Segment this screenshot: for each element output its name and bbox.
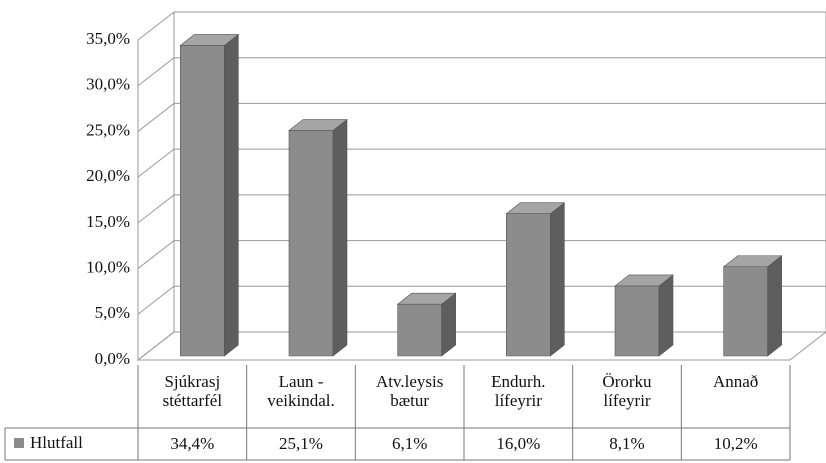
bar-side bbox=[332, 118, 348, 357]
data-label: 6,1% bbox=[392, 434, 427, 453]
bar-top bbox=[505, 202, 566, 215]
bar-side bbox=[767, 255, 782, 357]
floor bbox=[136, 331, 826, 361]
bar-front bbox=[614, 285, 660, 357]
y-tick-label: 0,0% bbox=[95, 349, 130, 368]
x-tick-label: Sjúkrasj stéttarfél bbox=[162, 372, 223, 410]
legend-swatch bbox=[14, 438, 24, 448]
grid-line bbox=[137, 11, 826, 41]
data-label: 25,1% bbox=[279, 434, 323, 453]
legend-label: Hlutfall bbox=[30, 433, 83, 452]
y-tick-label: 10,0% bbox=[86, 257, 130, 276]
bar-front bbox=[723, 266, 768, 357]
x-tick-label: Örorku lífeyrir bbox=[602, 372, 652, 410]
x-tick-label: Atv.leysis bætur bbox=[375, 372, 444, 410]
y-tick-label: 5,0% bbox=[95, 303, 130, 322]
grid-line bbox=[137, 285, 826, 315]
grid-line bbox=[137, 240, 826, 269]
bar-top bbox=[722, 255, 783, 268]
y-tick-label: 20,0% bbox=[86, 166, 130, 185]
bar-top bbox=[288, 119, 348, 131]
bar-front bbox=[397, 303, 442, 357]
data-label: 34,4% bbox=[170, 434, 214, 453]
grid-line bbox=[137, 194, 826, 224]
data-label: 8,1% bbox=[609, 434, 644, 453]
bar bbox=[505, 202, 566, 357]
y-tick-label: 25,0% bbox=[86, 120, 130, 139]
bar bbox=[722, 255, 783, 357]
bar-top bbox=[179, 34, 240, 46]
bar-front bbox=[506, 213, 551, 357]
bar-side bbox=[224, 33, 239, 357]
bar bbox=[396, 292, 457, 357]
bar bbox=[614, 274, 674, 357]
grid-line bbox=[137, 102, 826, 132]
x-tick-label: Laun - veikindal. bbox=[267, 372, 335, 410]
bar bbox=[288, 118, 348, 357]
grid-line bbox=[137, 57, 826, 87]
data-label: 16,0% bbox=[496, 434, 540, 453]
bar-top bbox=[614, 274, 674, 287]
grid-line bbox=[137, 331, 826, 361]
y-tick-label: 30,0% bbox=[86, 75, 130, 94]
bar-front bbox=[180, 45, 225, 357]
y-tick-label: 15,0% bbox=[86, 212, 130, 231]
y-tick-label: 35,0% bbox=[86, 29, 130, 48]
bar-front bbox=[288, 130, 334, 357]
grid-line bbox=[137, 148, 826, 178]
bar-side bbox=[550, 202, 565, 357]
bar-side bbox=[658, 274, 674, 357]
bar bbox=[179, 33, 240, 357]
bar-top bbox=[396, 292, 457, 305]
x-tick-label: Annað bbox=[712, 372, 759, 391]
data-label: 10,2% bbox=[714, 434, 758, 453]
x-tick-label: Endurh. lífeyrir bbox=[491, 372, 546, 410]
